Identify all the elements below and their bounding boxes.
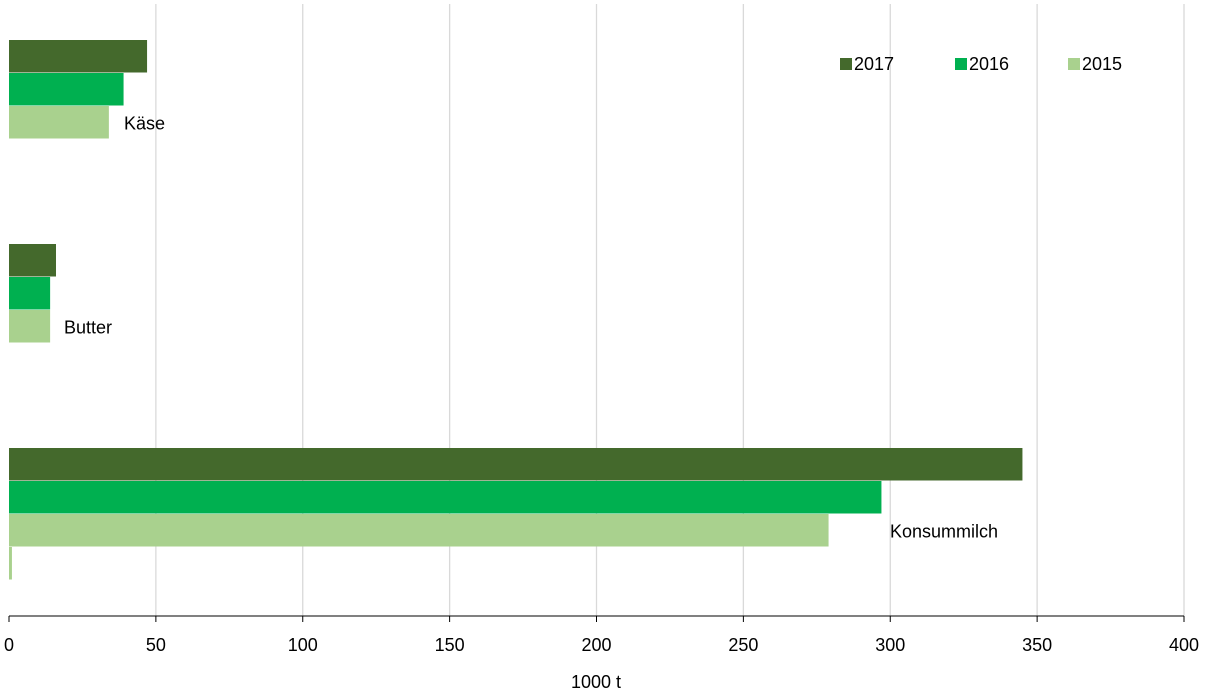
- category-label: Käse: [124, 113, 165, 133]
- x-tick-label: 400: [1169, 635, 1199, 655]
- bar: [9, 277, 51, 310]
- bar: [9, 310, 51, 343]
- x-tick-label: 350: [1022, 635, 1052, 655]
- bar: [9, 244, 56, 277]
- legend-swatch: [840, 58, 852, 70]
- x-tick-label: 250: [728, 635, 758, 655]
- x-tick-label: 150: [435, 635, 465, 655]
- legend-label: 2016: [969, 54, 1009, 74]
- x-axis-title: 1000 t: [571, 672, 621, 692]
- x-tick-label: 0: [4, 635, 14, 655]
- x-tick-label: 50: [146, 635, 166, 655]
- bar: [9, 448, 1023, 481]
- bar: [9, 40, 148, 73]
- legend-label: 2017: [854, 54, 894, 74]
- x-tick-label: 300: [875, 635, 905, 655]
- bar: [9, 481, 882, 514]
- legend-swatch: [955, 58, 967, 70]
- bar: [9, 547, 12, 580]
- bar: [9, 73, 124, 106]
- category-label: Konsummilch: [890, 521, 998, 541]
- x-tick-label: 200: [581, 635, 611, 655]
- bar: [9, 514, 829, 547]
- legend-label: 2015: [1082, 54, 1122, 74]
- legend-swatch: [1068, 58, 1080, 70]
- category-label: Butter: [64, 317, 112, 337]
- bar: [9, 106, 109, 139]
- x-tick-label: 100: [288, 635, 318, 655]
